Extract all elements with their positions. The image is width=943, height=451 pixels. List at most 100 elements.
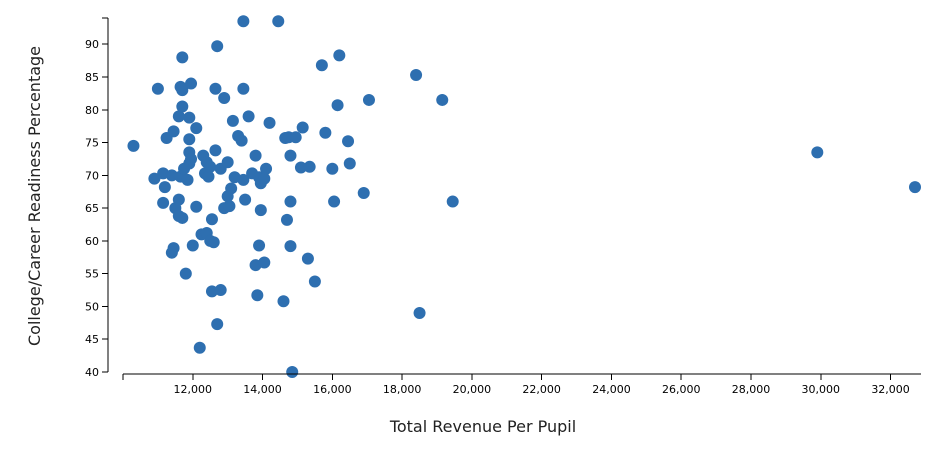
data-point[interactable]	[258, 172, 271, 185]
y-tick-label: 90	[85, 38, 99, 51]
x-tick-label: 30,000	[802, 383, 841, 396]
y-tick-label: 50	[85, 300, 99, 313]
data-point[interactable]	[218, 91, 231, 104]
data-point[interactable]	[260, 162, 273, 175]
data-point[interactable]	[280, 213, 293, 226]
data-point[interactable]	[167, 242, 180, 255]
data-point[interactable]	[277, 295, 290, 308]
data-point[interactable]	[179, 267, 192, 280]
data-point[interactable]	[167, 125, 180, 138]
data-point[interactable]	[211, 40, 224, 53]
data-point[interactable]	[172, 110, 185, 123]
data-point[interactable]	[235, 134, 248, 147]
data-point[interactable]	[221, 156, 234, 169]
data-point[interactable]	[446, 195, 459, 208]
data-point[interactable]	[308, 275, 321, 288]
data-point[interactable]	[237, 15, 250, 28]
data-point[interactable]	[211, 318, 224, 331]
x-tick-label: 16,000	[313, 383, 352, 396]
data-point[interactable]	[284, 240, 297, 253]
data-point[interactable]	[413, 307, 426, 319]
data-point[interactable]	[183, 133, 196, 146]
data-point[interactable]	[148, 172, 161, 185]
data-point[interactable]	[251, 289, 264, 302]
data-point[interactable]	[253, 239, 266, 252]
x-axis: 12,000 14,000 16,000 18,000 20,000 22,000 24,0…	[122, 373, 921, 396]
data-point[interactable]	[315, 59, 328, 72]
data-point[interactable]	[254, 204, 267, 217]
x-tick-label: 32,000	[871, 383, 910, 396]
data-point[interactable]	[284, 149, 297, 162]
data-point[interactable]	[190, 122, 203, 135]
x-tick-label: 24,000	[592, 383, 631, 396]
data-point[interactable]	[249, 149, 262, 162]
data-point[interactable]	[357, 187, 370, 200]
data-point[interactable]	[226, 114, 239, 127]
data-point[interactable]	[176, 211, 189, 224]
data-point[interactable]	[331, 99, 344, 112]
data-point[interactable]	[343, 157, 356, 170]
data-point[interactable]	[209, 144, 222, 157]
data-point[interactable]	[158, 181, 171, 194]
data-point[interactable]	[183, 111, 196, 124]
data-point[interactable]	[205, 213, 218, 226]
data-point[interactable]	[204, 160, 217, 173]
data-point[interactable]	[319, 126, 332, 139]
data-point[interactable]	[289, 131, 302, 144]
data-point[interactable]	[151, 82, 164, 95]
data-point[interactable]	[186, 239, 199, 252]
data-point[interactable]	[294, 161, 307, 174]
data-point[interactable]	[172, 193, 185, 206]
data-point[interactable]	[328, 195, 341, 208]
data-point[interactable]	[193, 341, 206, 354]
data-point[interactable]	[811, 146, 824, 159]
data-point[interactable]	[181, 173, 194, 186]
data-point[interactable]	[223, 200, 236, 213]
x-tick-label: 18,000	[383, 383, 422, 396]
data-point[interactable]	[214, 284, 227, 297]
data-point[interactable]	[263, 116, 276, 129]
plot-area	[127, 15, 921, 378]
data-point[interactable]	[237, 82, 250, 95]
points-layer	[127, 15, 921, 378]
x-tick-label: 28,000	[732, 383, 771, 396]
data-point[interactable]	[127, 139, 140, 152]
data-point[interactable]	[176, 51, 189, 64]
data-point[interactable]	[225, 182, 238, 195]
data-point[interactable]	[436, 93, 449, 106]
data-point[interactable]	[909, 181, 921, 194]
data-point[interactable]	[157, 196, 170, 209]
data-point[interactable]	[185, 77, 198, 90]
data-point[interactable]	[209, 82, 222, 95]
x-tick-label: 14,000	[243, 383, 282, 396]
y-tick-label: 40	[85, 366, 99, 379]
y-axis-title: College/Career Readiness Percentage	[25, 46, 44, 346]
data-point[interactable]	[207, 236, 220, 249]
data-point[interactable]	[326, 162, 339, 175]
data-point[interactable]	[301, 252, 314, 265]
data-point[interactable]	[239, 193, 252, 206]
y-tick-label: 65	[85, 202, 99, 215]
data-point[interactable]	[410, 69, 423, 82]
y-tick-label: 60	[85, 235, 99, 248]
data-point[interactable]	[176, 100, 189, 113]
x-axis-title: Total Revenue Per Pupil	[389, 417, 576, 436]
data-point[interactable]	[202, 170, 215, 183]
y-tick-label: 55	[85, 268, 99, 281]
data-point[interactable]	[176, 84, 189, 97]
data-point[interactable]	[362, 93, 375, 106]
data-point[interactable]	[286, 366, 299, 378]
data-point[interactable]	[190, 200, 203, 213]
data-point[interactable]	[296, 121, 309, 134]
data-point[interactable]	[258, 256, 271, 269]
data-point[interactable]	[185, 152, 198, 165]
data-point[interactable]	[303, 160, 316, 173]
data-point[interactable]	[242, 110, 255, 123]
data-point[interactable]	[272, 15, 285, 28]
data-point[interactable]	[333, 49, 346, 62]
data-point[interactable]	[342, 135, 355, 148]
data-point[interactable]	[237, 173, 250, 186]
x-tick-label: 20,000	[453, 383, 492, 396]
data-point[interactable]	[284, 195, 297, 208]
